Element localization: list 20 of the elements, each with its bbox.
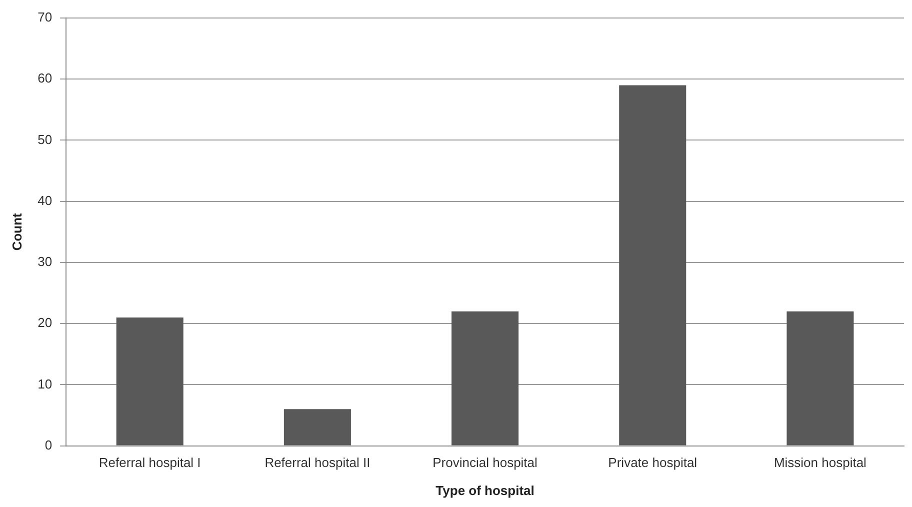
y-tick-label: 0: [44, 437, 52, 452]
x-axis-title: Type of hospital: [436, 482, 534, 498]
x-tick-label: Provincial hospital: [432, 455, 538, 470]
bar: [116, 317, 184, 446]
y-tick-label: 20: [38, 315, 52, 330]
x-tick-label: Private hospital: [608, 455, 698, 470]
y-axis-title: Count: [9, 212, 24, 251]
y-tick-label: 10: [38, 376, 52, 392]
bar: [284, 409, 351, 446]
bar: [619, 85, 686, 446]
y-tick-label: 40: [38, 192, 52, 208]
y-tick-label: 60: [38, 70, 52, 86]
x-tick-label: Mission hospital: [774, 455, 867, 470]
y-tick-label: 50: [38, 132, 52, 147]
y-tick-label: 70: [38, 10, 52, 25]
x-tick-label: Referral hospital II: [264, 455, 370, 470]
y-tick-label: 30: [38, 254, 52, 270]
x-tick-label: Referral hospital I: [98, 455, 201, 470]
bar: [452, 311, 519, 446]
bar: [786, 311, 854, 446]
